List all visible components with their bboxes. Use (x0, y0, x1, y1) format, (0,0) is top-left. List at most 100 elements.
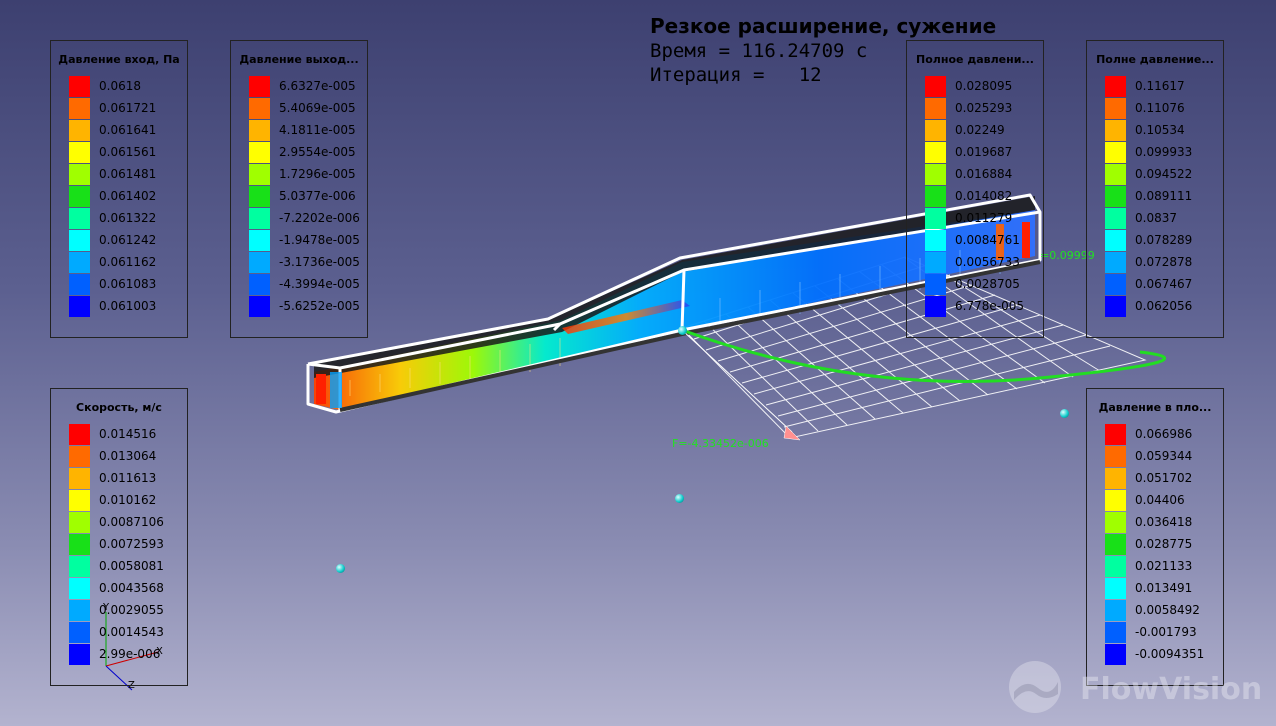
legend-entry: 0.078289 (1105, 230, 1223, 251)
color-swatch (1105, 556, 1126, 577)
legend-value: 0.072878 (1135, 255, 1193, 269)
time-readout: Время = 116.24709 с (650, 40, 868, 62)
legend-title: Полне давление... (1096, 53, 1214, 66)
legend-value: 0.061242 (99, 233, 157, 247)
legend-value: 4.1811e-005 (279, 123, 356, 137)
flowvision-logo-text: FlowVision (1080, 672, 1263, 707)
probe-point[interactable] (675, 494, 684, 503)
legend-title: Полное давлени... (916, 53, 1034, 66)
legend-entry: 0.011613 (69, 468, 187, 489)
legend-value: 0.025293 (955, 101, 1013, 115)
legend-entry: 0.0618 (69, 76, 187, 97)
legend-entry: 0.028095 (925, 76, 1043, 97)
legend-value: 0.099933 (1135, 145, 1193, 159)
legend-value: 0.061003 (99, 299, 157, 313)
legend-entry: 0.061242 (69, 230, 187, 251)
color-swatch (69, 468, 90, 489)
legend-entry: -5.6252e-005 (249, 296, 367, 317)
legend-entry: -0.001793 (1105, 622, 1223, 643)
color-swatch (925, 252, 946, 273)
color-swatch (1105, 164, 1126, 185)
color-swatch (1105, 424, 1126, 445)
legend-value: 0.061402 (99, 189, 157, 203)
probe-point[interactable] (336, 564, 345, 573)
legend-entry: 0.0084761 (925, 230, 1043, 251)
legend-value: 0.016884 (955, 167, 1013, 181)
color-swatch (1105, 208, 1126, 229)
color-swatch (249, 274, 270, 295)
color-swatch (69, 490, 90, 511)
legend-value: 1.7296e-005 (279, 167, 356, 181)
color-swatch (69, 534, 90, 555)
legend-entry: 0.016884 (925, 164, 1043, 185)
color-swatch (69, 512, 90, 533)
legend-value: 0.061721 (99, 101, 157, 115)
legend-value: -0.001793 (1135, 625, 1197, 639)
legend-entry: 0.061641 (69, 120, 187, 141)
legend-title: Давление в пло... (1098, 401, 1212, 414)
legend-value: 0.0043568 (99, 581, 164, 595)
legend-value: 2.99e-006 (99, 647, 161, 661)
legend-value: 0.0087106 (99, 515, 164, 529)
legend-value: 6.778e-005 (955, 299, 1024, 313)
legend-title: Скорость, м/с (76, 401, 162, 414)
legend-value: 0.0014543 (99, 625, 164, 639)
legend-value: 0.028775 (1135, 537, 1193, 551)
probe-point[interactable] (1060, 409, 1069, 418)
legend-entry: 0.028775 (1105, 534, 1223, 555)
legend-entry: 0.0014543 (69, 622, 187, 643)
legend-value: 0.0058492 (1135, 603, 1200, 617)
legend-entry: 0.061721 (69, 98, 187, 119)
legend-value: 0.011613 (99, 471, 157, 485)
color-swatch (69, 274, 90, 295)
color-swatch (1105, 274, 1126, 295)
legend-entry: 0.11617 (1105, 76, 1223, 97)
color-swatch (69, 142, 90, 163)
legend-value: 0.11617 (1135, 79, 1185, 93)
force-arc (681, 328, 1166, 384)
color-swatch (1105, 446, 1126, 467)
color-swatch (925, 230, 946, 251)
legend-total-pressure-1[interactable]: Полное давлени... 0.028095 0.025293 0.0224… (906, 40, 1044, 338)
legend-entry: 5.4069e-005 (249, 98, 367, 119)
color-swatch (249, 98, 270, 119)
scene-header: Резкое расширение, сужение Время = 116.2… (650, 14, 996, 86)
legend-value: 2.9554e-005 (279, 145, 356, 159)
legend-value: 0.02249 (955, 123, 1005, 137)
legend-entry: -3.1736e-005 (249, 252, 367, 273)
legend-entry: 6.778e-005 (925, 296, 1043, 317)
color-swatch (1105, 296, 1126, 317)
legend-plane-pressure[interactable]: Давление в пло... 0.066986 0.059344 0.0517… (1086, 388, 1224, 686)
color-swatch (925, 120, 946, 141)
legend-outlet-pressure[interactable]: Давление выход... 6.6327e-005 5.4069e-005… (230, 40, 368, 338)
legend-value: 0.0618 (99, 79, 141, 93)
legend-value: 0.0028705 (955, 277, 1020, 291)
legend-velocity[interactable]: Скорость, м/с 0.014516 0.013064 0.011613 0.… (50, 388, 188, 686)
legend-inlet-pressure[interactable]: Давление вход, Па 0.0618 0.061721 0.061641… (50, 40, 188, 338)
color-swatch (249, 76, 270, 97)
color-swatch (69, 98, 90, 119)
color-swatch (925, 208, 946, 229)
legend-entry: 0.099933 (1105, 142, 1223, 163)
legend-value: 0.0058081 (99, 559, 164, 573)
legend-entry: 2.99e-006 (69, 644, 187, 665)
color-swatch (69, 446, 90, 467)
color-swatch (69, 186, 90, 207)
color-swatch (1105, 512, 1126, 533)
force-arrow[interactable] (681, 329, 801, 441)
legend-entry: 0.036418 (1105, 512, 1223, 533)
color-swatch (69, 296, 90, 317)
scene-title: Резкое расширение, сужение (650, 14, 997, 38)
legend-entry: 0.0058492 (1105, 600, 1223, 621)
legend-title: Давление вход, Па (58, 53, 180, 66)
legend-entry: 0.10534 (1105, 120, 1223, 141)
color-swatch (69, 252, 90, 273)
legend-total-pressure-2[interactable]: Полне давление... 0.11617 0.11076 0.10534 0… (1086, 40, 1224, 338)
probe-point[interactable] (678, 326, 687, 335)
color-swatch (1105, 230, 1126, 251)
channel-geometry[interactable] (306, 193, 1042, 414)
legend-entry: 0.0056733 (925, 252, 1043, 273)
legend-entry: 0.061322 (69, 208, 187, 229)
legend-entry: -4.3994e-005 (249, 274, 367, 295)
